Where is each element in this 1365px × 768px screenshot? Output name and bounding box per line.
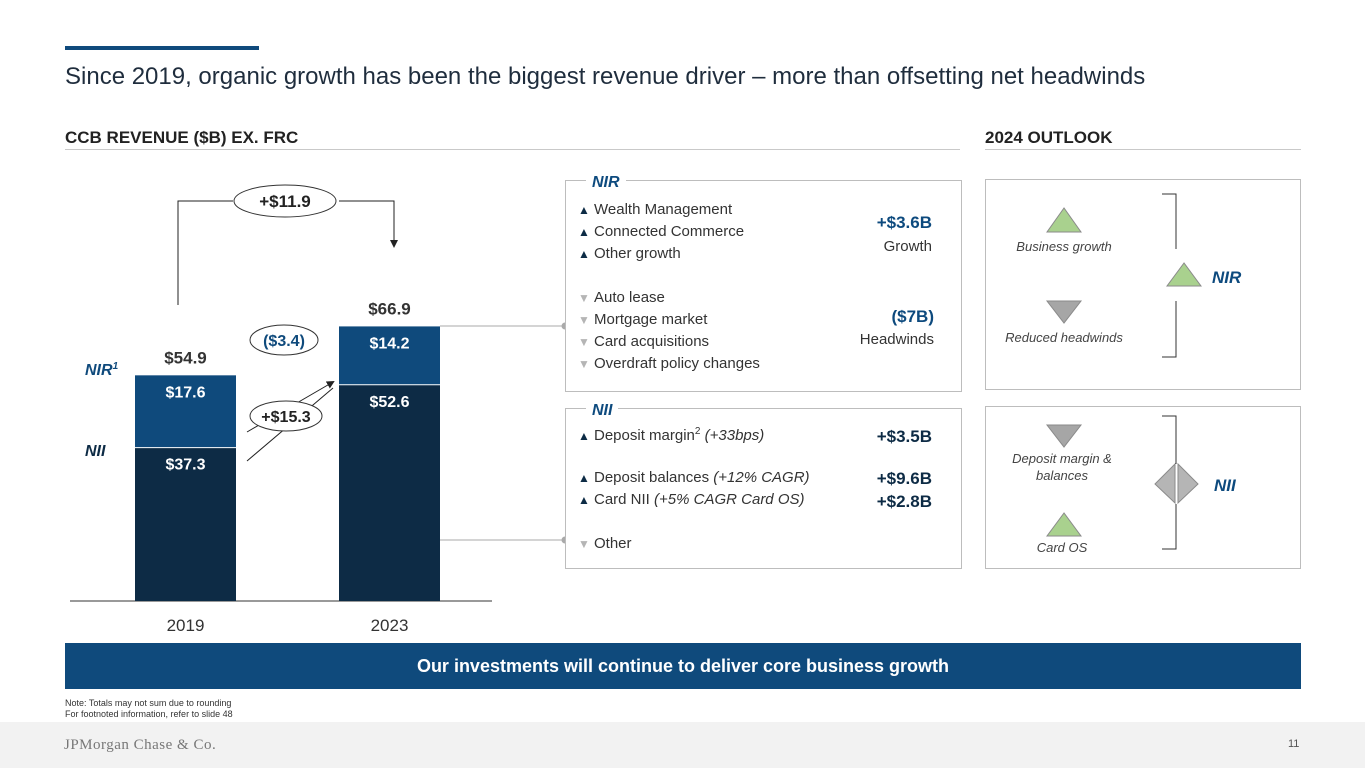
bracket-bottom xyxy=(1162,504,1177,550)
nir-growth-item: ▲ Other growth xyxy=(578,245,681,262)
up-triangle-icon xyxy=(1166,262,1202,287)
outlook-nii-result: NII xyxy=(1214,476,1236,495)
title-accent-bar xyxy=(65,46,259,50)
bar-value-label: $37.3 xyxy=(165,457,205,474)
nii-driver-item: ▼ Other xyxy=(578,535,632,552)
outlook-nii-box xyxy=(985,406,1301,569)
outlook-section-header: 2024 OUTLOOK xyxy=(985,128,1113,147)
nii-driver-item: ▲ Deposit margin2 (+33bps) xyxy=(578,426,765,444)
nii-change-ellipse xyxy=(249,400,323,432)
nir-box-title: NIR xyxy=(586,174,626,192)
bracket-bottom xyxy=(1162,301,1177,358)
x-tick-label: 2019 xyxy=(167,616,205,635)
outlook-header-divider xyxy=(985,149,1301,150)
nii-driver-item: ▲ Card NII (+5% CAGR Card OS) xyxy=(578,491,805,508)
nir-headwind-item: ▼ Card acquisitions xyxy=(578,333,710,350)
total-change-ellipse xyxy=(233,184,337,218)
down-triangle-icon: ▼ xyxy=(578,335,590,349)
bar-nir-2023 xyxy=(339,326,440,385)
bracket-top xyxy=(1162,415,1177,464)
chart-section-header: CCB REVENUE ($B) EX. FRC xyxy=(65,128,299,147)
nir-headwind-value: ($7B) xyxy=(891,307,934,326)
outlook-nii-graphic xyxy=(1045,415,1199,550)
up-triangle-icon: ▲ xyxy=(578,247,590,261)
nir-headwind-item: ▼ Mortgage market xyxy=(578,311,708,328)
chart-box-connectors xyxy=(440,322,569,544)
right-triangle-icon xyxy=(1177,462,1199,505)
outlook-nir-result: NIR xyxy=(1212,268,1242,287)
change-bracket-right xyxy=(339,200,398,248)
nir-growth-item: ▲ Connected Commerce xyxy=(578,223,745,240)
bar-nii-2019 xyxy=(135,447,236,601)
business-growth-label: Business growth xyxy=(1016,239,1112,254)
bar-nir-2019 xyxy=(135,375,236,448)
up-triangle-icon: ▲ xyxy=(578,225,590,239)
x-tick-label: 2023 xyxy=(371,616,409,635)
revenue-chart: +$11.9 ($3.4) +$15.3 $37.3 $17.6 $54.9 2019… xyxy=(60,170,500,640)
bar-total-label: $54.9 xyxy=(164,348,207,367)
nir-growth-label: Growth xyxy=(883,238,932,255)
chart-header-divider xyxy=(65,149,960,150)
up-triangle-icon: ▲ xyxy=(578,493,590,507)
bar-nii-2023 xyxy=(339,384,440,601)
total-change-label: +$11.9 xyxy=(259,192,311,211)
bar-total-label: $66.9 xyxy=(368,299,411,318)
company-logo: JPMorgan Chase & Co. xyxy=(64,737,217,753)
nir-driver-box xyxy=(565,180,962,392)
nii-driver-value: +$3.5B xyxy=(876,427,932,446)
page-number: 11 xyxy=(1288,738,1300,750)
nir-headwind-label: Headwinds xyxy=(859,331,934,348)
down-triangle-icon xyxy=(1045,424,1083,448)
rounding-note: Note: Totals may not sum due to rounding xyxy=(65,698,232,708)
key-message-banner: Our investments will continue to deliver… xyxy=(65,643,1301,689)
nii-driver-value: +$2.8B xyxy=(876,492,932,511)
down-triangle-icon xyxy=(1045,300,1083,324)
down-triangle-icon: ▼ xyxy=(578,537,590,551)
up-triangle-icon xyxy=(1046,512,1082,537)
bar-value-label: $14.2 xyxy=(369,335,409,352)
up-triangle-icon xyxy=(1046,207,1082,233)
nii-box-title: NII xyxy=(586,402,619,420)
outlook-nir-graphic xyxy=(1045,193,1202,358)
nir-growth-item: ▲ Wealth Management xyxy=(578,201,733,218)
bars-layer: $37.3 $17.6 $54.9 2019 $52.6 $14.2 $66.9 2023 xyxy=(135,299,440,635)
bar-value-label: $52.6 xyxy=(369,394,409,411)
footer-bar xyxy=(0,722,1365,768)
deposit-margin-label: Deposit margin & balances xyxy=(1012,451,1112,483)
nir-growth-value: +$3.6B xyxy=(876,213,932,232)
change-bracket-left xyxy=(177,200,233,305)
bar-value-label: $17.6 xyxy=(165,384,205,401)
outlook-nir-box xyxy=(985,179,1301,390)
nir-headwind-item: ▼ Auto lease xyxy=(578,289,665,306)
down-triangle-icon: ▼ xyxy=(578,357,590,371)
bracket-top xyxy=(1162,193,1177,249)
nir-series-label: NIR1 xyxy=(85,361,119,379)
nii-driver-item: ▲ Deposit balances (+12% CAGR) xyxy=(578,469,810,486)
revenue-chart-svg: +$11.9 ($3.4) +$15.3 $37.3 $17.6 $54.9 2019… xyxy=(70,184,492,635)
nii-driver-value: +$9.6B xyxy=(876,469,932,488)
down-triangle-icon: ▼ xyxy=(578,291,590,305)
card-os-label: Card OS xyxy=(1036,540,1088,555)
left-triangle-icon xyxy=(1154,462,1176,505)
nii-driver-box xyxy=(565,408,962,569)
footnote-reference: For footnoted information, refer to slid… xyxy=(65,709,233,719)
nir-change-label: ($3.4) xyxy=(263,333,305,350)
nir-change-ellipse xyxy=(249,324,319,356)
up-triangle-icon: ▲ xyxy=(578,429,590,443)
nir-headwind-item: ▼ Overdraft policy changes xyxy=(578,355,760,372)
nii-series-label: NII xyxy=(85,443,106,460)
reduced-headwinds-label: Reduced headwinds xyxy=(1005,330,1123,345)
up-triangle-icon: ▲ xyxy=(578,203,590,217)
nii-change-label: +$15.3 xyxy=(261,409,310,426)
page-title: Since 2019, organic growth has been the … xyxy=(65,63,1146,90)
down-triangle-icon: ▼ xyxy=(578,313,590,327)
up-triangle-icon: ▲ xyxy=(578,471,590,485)
